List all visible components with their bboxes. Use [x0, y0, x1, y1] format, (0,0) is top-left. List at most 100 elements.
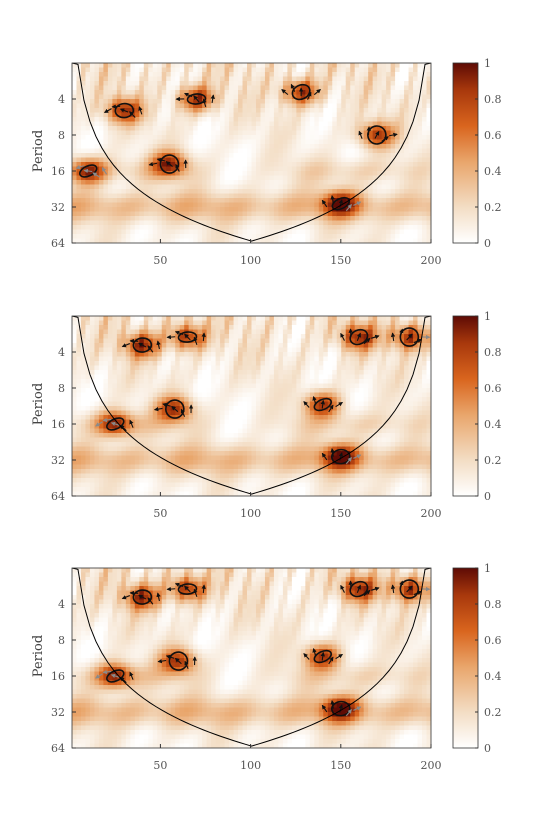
colorbar-tick-label: 0.8 [484, 346, 502, 359]
colorbar-tick-label: 0.4 [484, 165, 502, 178]
phase-arrow [366, 126, 371, 136]
phase-arrow [110, 421, 120, 426]
phase-arrow [202, 98, 207, 107]
phase-arrow [390, 584, 396, 594]
phase-arrow [201, 332, 206, 342]
phase-arrow [184, 660, 189, 669]
phase-arrow [165, 161, 173, 167]
phase-arrow [399, 580, 404, 590]
phase-arrow [95, 421, 103, 427]
phase-arrow [371, 586, 380, 592]
phase-arrow [157, 658, 167, 664]
y-tick-label: 64 [51, 490, 65, 503]
phase-arrow [389, 132, 398, 138]
phase-arrow [321, 704, 328, 713]
phase-arrow [345, 204, 352, 212]
phase-arrow [328, 404, 334, 413]
colorbar-tick-label: 0.2 [484, 201, 502, 214]
phase-arrow [147, 597, 154, 605]
y-tick-label: 4 [58, 346, 65, 359]
phase-arrow [340, 584, 345, 593]
phase-arrow [290, 83, 296, 92]
cone-of-influence [72, 316, 431, 495]
y-axis-label: Period [31, 130, 46, 172]
significance-contour [186, 93, 207, 105]
phase-arrow [138, 106, 143, 115]
significance-contour [399, 327, 420, 347]
y-tick-label: 8 [58, 129, 65, 142]
cone-of-influence [72, 63, 431, 242]
wavelet-panel-3: 50 100 150 200 4 8 16 32 64 Period 0 0.2 0.4 0.6 0.8 1 [31, 562, 502, 772]
x-tick-label: 100 [240, 507, 261, 520]
y-tick-label: 32 [51, 706, 65, 719]
phase-arrow [102, 417, 112, 423]
phase-arrow [174, 657, 182, 665]
colorbar-tick-label: 1 [484, 310, 491, 323]
colorbar-tick-label: 0.2 [484, 454, 502, 467]
significance-contour [106, 417, 125, 431]
wavelet-panel-2: 50 100 150 200 4 8 16 32 64 Period 0 0.2 0.4 0.6 0.8 1 [31, 310, 502, 520]
phase-arrow [83, 168, 93, 174]
colorbar-tick-label: 0 [484, 490, 491, 503]
x-tick-label: 50 [153, 759, 167, 772]
phase-arrow [75, 165, 85, 170]
x-tick-label: 50 [153, 254, 167, 267]
phase-arrow [92, 172, 101, 178]
phase-arrow [312, 648, 317, 657]
colorbar-tick-label: 0.8 [484, 93, 502, 106]
y-tick-label: 64 [51, 742, 65, 755]
x-tick-label: 200 [421, 254, 442, 267]
phase-arrow [193, 95, 200, 103]
phase-arrow [312, 396, 317, 405]
significance-contour [349, 328, 369, 346]
phase-arrow [413, 338, 422, 344]
phase-arrow [174, 330, 184, 336]
phase-arrow [111, 104, 121, 109]
phase-arrow [148, 161, 158, 167]
phase-arrow [153, 406, 163, 412]
x-tick-label: 150 [330, 759, 351, 772]
x-tick-label: 150 [330, 507, 351, 520]
phase-arrow [103, 108, 112, 114]
significance-contour [79, 164, 98, 178]
x-tick-label: 50 [153, 507, 167, 520]
significance-contour [291, 83, 311, 101]
plot-frame [71, 315, 432, 497]
phase-arrow [184, 333, 191, 341]
colorbar-tick-label: 0.8 [484, 598, 502, 611]
phase-arrow [156, 157, 166, 163]
phase-arrow [119, 676, 127, 684]
phase-arrow [101, 167, 108, 175]
significance-contour [177, 583, 198, 595]
x-tick-label: 150 [330, 254, 351, 267]
phase-arrow [406, 333, 413, 341]
phase-arrow [121, 343, 131, 348]
colorbar: 0 0.2 0.4 0.6 0.8 1 [452, 57, 502, 250]
phase-arrow [201, 584, 206, 594]
phase-arrow [166, 586, 176, 592]
significance-contour [114, 102, 135, 119]
phase-arrow [165, 654, 175, 660]
significance-contour [159, 154, 180, 174]
phase-arrow [307, 91, 312, 100]
plot-frame [71, 567, 432, 749]
phase-arrow [180, 408, 186, 417]
significance-contour [177, 331, 198, 343]
significance-contour [132, 337, 153, 353]
phase-arrow [129, 671, 134, 680]
y-axis-label: Period [31, 383, 46, 425]
power-field [72, 568, 431, 748]
y-tick-label: 4 [58, 93, 65, 106]
phase-arrow [138, 594, 147, 600]
power-field [72, 63, 431, 243]
phase-arrow [381, 136, 389, 142]
phase-arrow [162, 402, 171, 408]
colorbar-tick-label: 0.6 [484, 382, 502, 395]
phase-arrow [147, 345, 154, 353]
phase-arrow [330, 699, 335, 709]
phase-arrow [356, 332, 362, 341]
colorbar-tick-label: 1 [484, 562, 491, 575]
phase-arrow [335, 401, 344, 408]
y-tick-label: 16 [51, 670, 65, 683]
